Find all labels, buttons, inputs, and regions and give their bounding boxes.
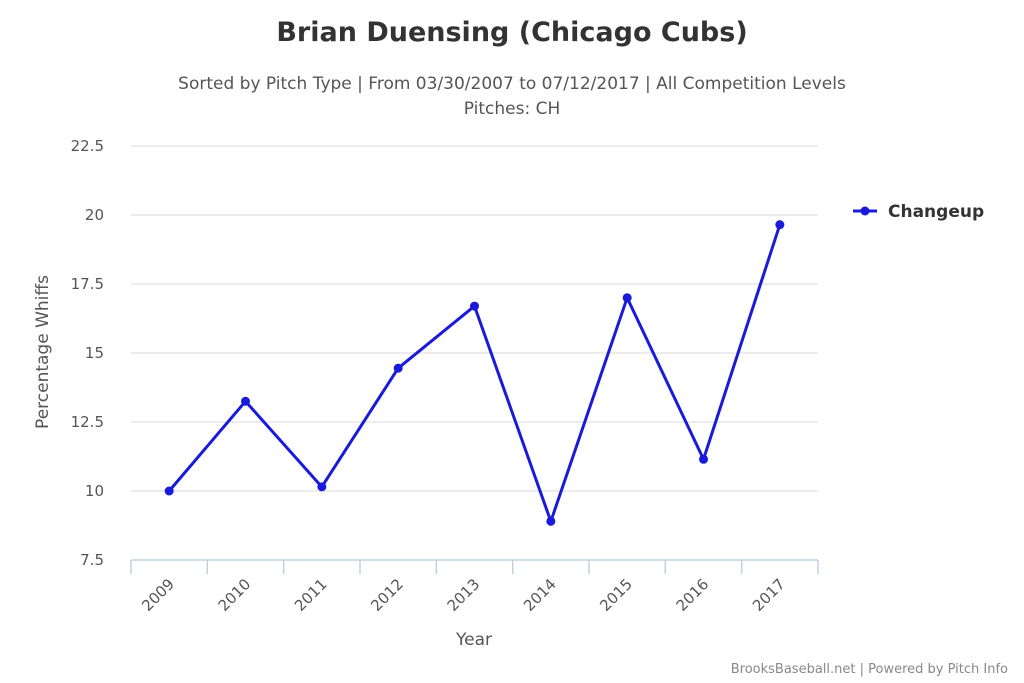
y-axis-ticks: 7.5 10 12.5 15 17.5 20 22.5 <box>71 137 104 569</box>
chart-title: Brian Duensing (Chicago Cubs) <box>276 17 747 48</box>
x-tick-label: 2013 <box>444 575 484 615</box>
data-point[interactable] <box>470 301 479 311</box>
y-tick-label: 22.5 <box>71 137 104 155</box>
x-tick-label: 2017 <box>749 575 789 615</box>
y-tick-label: 12.5 <box>71 413 104 431</box>
chart-subtitle-line2: Pitches: CH <box>464 99 561 119</box>
data-point[interactable] <box>699 454 708 464</box>
y-tick-label: 7.5 <box>80 551 104 569</box>
data-point[interactable] <box>393 363 403 373</box>
x-tick-label: 2012 <box>367 575 407 615</box>
data-point[interactable] <box>241 396 250 406</box>
y-axis-title: Percentage Whiffs <box>33 275 53 429</box>
data-point[interactable] <box>164 486 174 496</box>
x-tick-label: 2016 <box>673 575 713 615</box>
data-point[interactable] <box>317 482 327 492</box>
legend-marker-icon <box>860 206 870 216</box>
x-axis: 2009 2010 2011 2012 2013 2014 2015 2016 2017 <box>130 559 819 615</box>
x-tick-label: 2009 <box>138 575 178 615</box>
y-tick-label: 17.5 <box>71 275 104 293</box>
legend-label: Changeup <box>888 202 984 222</box>
x-tick-label: 2014 <box>520 575 560 615</box>
y-tick-label: 15 <box>85 344 104 362</box>
legend[interactable]: Changeup <box>853 202 984 222</box>
data-point[interactable] <box>775 220 785 230</box>
series-line <box>168 224 782 523</box>
data-point[interactable] <box>622 293 632 303</box>
chart-credit: BrooksBaseball.net | Powered by Pitch In… <box>731 662 1008 677</box>
series-changeup <box>164 220 785 526</box>
chart-subtitle-line1: Sorted by Pitch Type | From 03/30/2007 t… <box>178 74 846 94</box>
data-point[interactable] <box>546 516 556 526</box>
x-tick-label: 2011 <box>291 575 331 615</box>
grid-lines <box>131 145 818 492</box>
x-tick-label: 2015 <box>596 575 636 615</box>
y-tick-label: 20 <box>85 206 104 224</box>
y-tick-label: 10 <box>85 482 104 500</box>
x-axis-title: Year <box>455 630 492 650</box>
x-tick-label: 2010 <box>215 575 255 615</box>
